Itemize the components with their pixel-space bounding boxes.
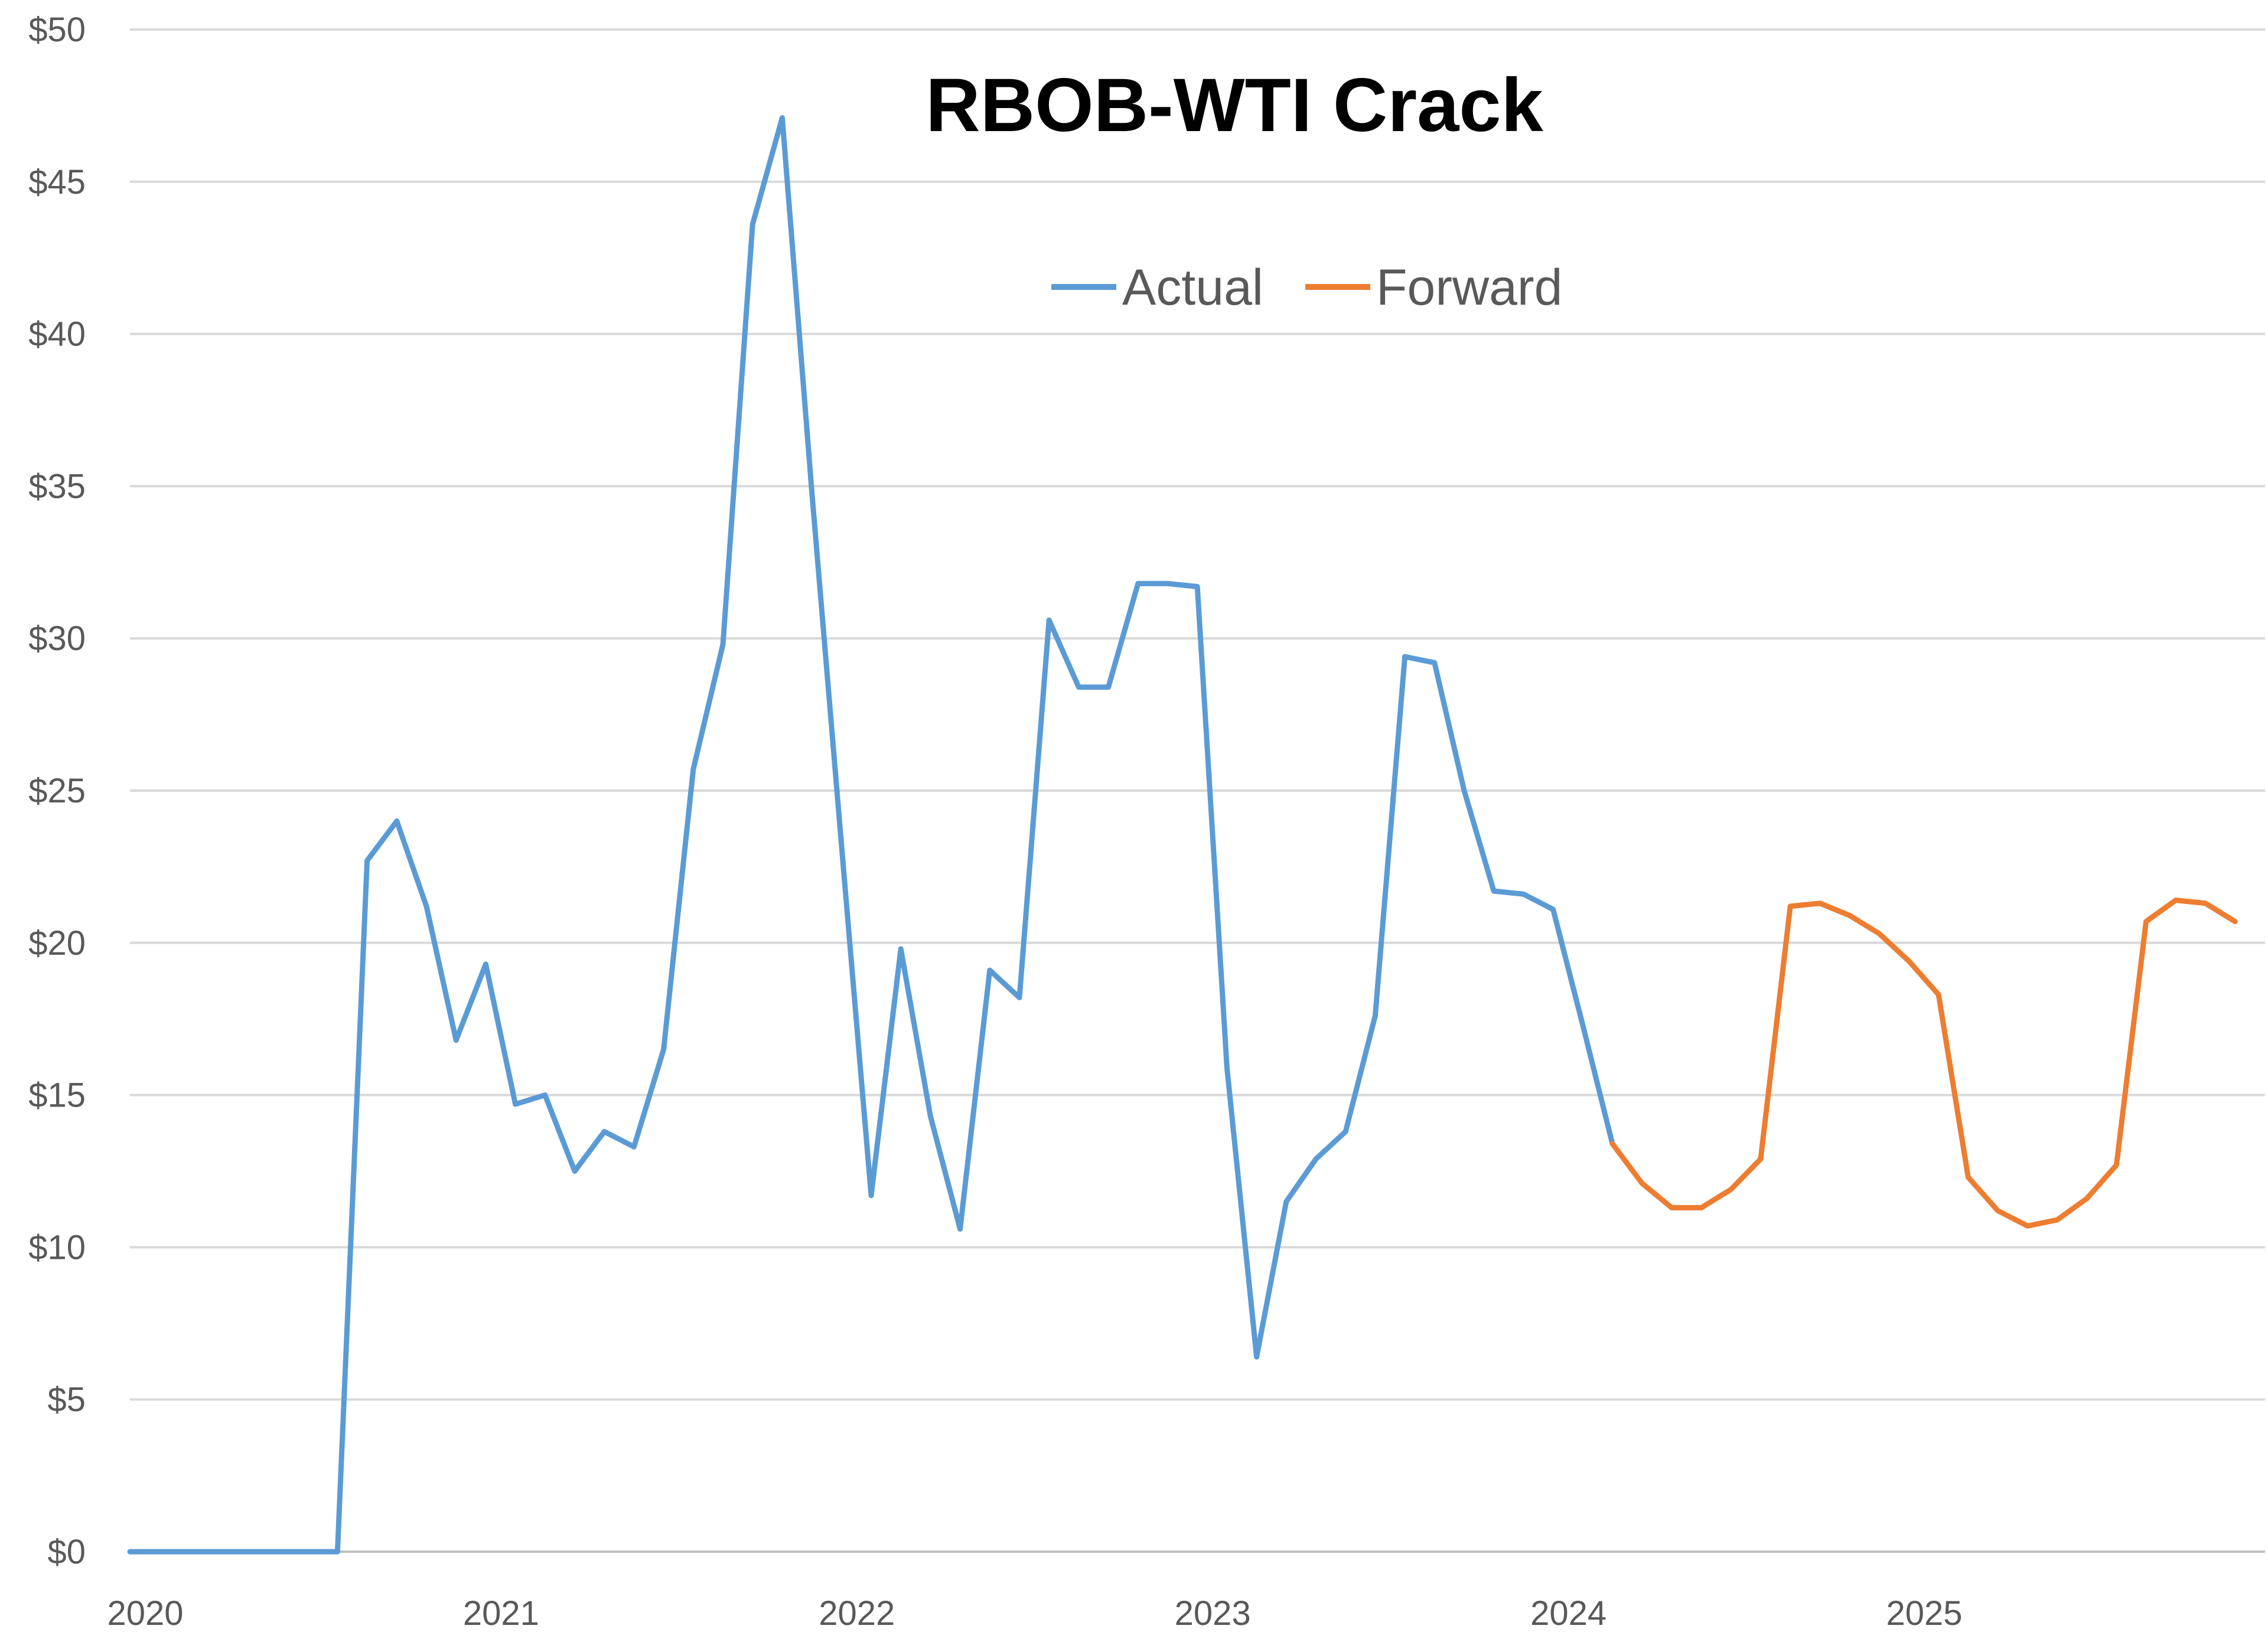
axes: $0 $5 $10 $15 $20 $25 $30 $35 $40 $45 $50 2020 2021 2… bbox=[28, 11, 2265, 1633]
series-forward bbox=[1609, 897, 2238, 1229]
x-tick-label: 2022 bbox=[819, 1594, 895, 1633]
series-line-actual bbox=[127, 115, 1615, 1555]
gridlines bbox=[130, 28, 2265, 1401]
y-tick-label: $20 bbox=[28, 924, 86, 962]
series-actual bbox=[127, 115, 1615, 1555]
y-tick-label: $50 bbox=[28, 11, 86, 49]
x-tick-label: 2025 bbox=[1886, 1594, 1962, 1633]
series-lines bbox=[127, 115, 2238, 1555]
y-tick-label: $10 bbox=[28, 1228, 86, 1267]
x-tick-label: 2024 bbox=[1530, 1594, 1606, 1633]
y-tick-label: $0 bbox=[47, 1533, 86, 1571]
y-tick-label: $25 bbox=[28, 772, 86, 810]
y-tick-label: $15 bbox=[28, 1076, 86, 1115]
x-tick-label: 2020 bbox=[107, 1594, 183, 1633]
x-tick-label: 2023 bbox=[1175, 1594, 1251, 1633]
series-line-forward bbox=[1609, 897, 2238, 1229]
chart-title: RBOB-WTI Crack bbox=[926, 63, 1543, 148]
y-tick-label: $45 bbox=[28, 163, 86, 201]
legend: Actual Forward bbox=[1051, 259, 1562, 316]
legend-item-actual: Actual bbox=[1051, 259, 1263, 316]
y-tick-label: $40 bbox=[28, 315, 86, 354]
y-tick-label: $30 bbox=[28, 619, 86, 658]
legend-item-forward: Forward bbox=[1305, 259, 1562, 316]
y-tick-label: $5 bbox=[47, 1380, 86, 1419]
legend-label: Forward bbox=[1376, 259, 1562, 316]
y-tick-label: $35 bbox=[28, 467, 86, 505]
x-tick-label: 2021 bbox=[463, 1594, 539, 1633]
legend-label: Actual bbox=[1122, 259, 1263, 316]
